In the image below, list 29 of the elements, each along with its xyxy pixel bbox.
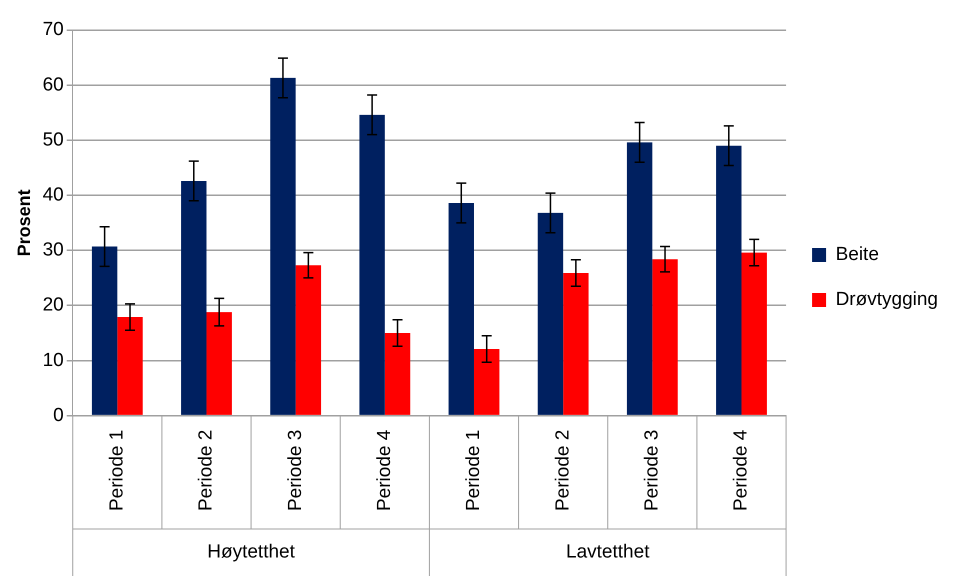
bar — [270, 78, 296, 415]
bar — [384, 333, 410, 415]
bar — [448, 203, 474, 415]
text: Høytetthet — [207, 542, 296, 563]
bar — [92, 246, 118, 415]
y-tick-label: 50 — [42, 129, 64, 150]
bar — [359, 114, 385, 415]
y-tick-label: 40 — [42, 184, 64, 206]
y-tick-label: 10 — [42, 350, 64, 371]
bar — [296, 265, 322, 415]
y-tick-label: 60 — [42, 74, 64, 96]
bar — [716, 146, 742, 415]
bar — [117, 317, 143, 415]
y-tick-label: 30 — [42, 240, 64, 261]
y-tick-label: 70 — [42, 19, 64, 40]
bar — [741, 252, 767, 415]
y-axis-title: Prosent — [14, 189, 34, 256]
bar — [652, 259, 678, 415]
y-tick-label: 0 — [53, 404, 64, 426]
bar — [538, 212, 564, 415]
bar — [181, 180, 206, 415]
bar — [474, 349, 500, 415]
text: Lavtetthet — [566, 542, 650, 563]
legend-label: Beite — [836, 244, 879, 266]
y-tick-label: 20 — [42, 294, 64, 316]
bar — [626, 142, 652, 415]
legend-label: Drøvtygging — [836, 289, 938, 310]
bar — [563, 272, 589, 415]
bar — [206, 312, 232, 415]
